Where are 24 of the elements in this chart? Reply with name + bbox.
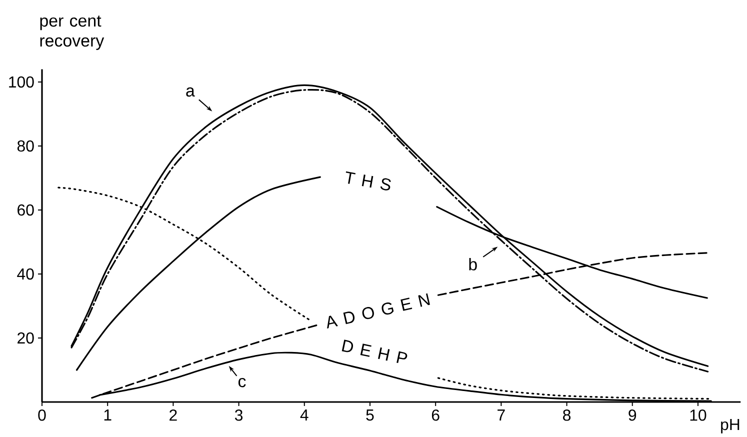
x-tick-label: 7 [498,410,505,420]
text: D E H P [342,340,408,364]
text: T H S [346,171,391,190]
x-tick-label: 10 [690,410,706,421]
x-axis-title: pH [721,419,740,434]
x-tick-label: 2 [170,410,177,421]
x-tick-label: 4 [300,410,308,420]
x-tick-label: 1 [104,410,112,420]
x-tick-label: 6 [432,410,440,421]
annotation: b [469,258,477,270]
y-tick-label: 60 [18,204,34,216]
y-tick-label: 20 [18,332,34,344]
y-tick-label: 100 [9,76,34,88]
y-tick-label: 40 [17,268,34,280]
x-tick-label: 3 [234,410,243,421]
x-tick-label: 9 [628,410,636,421]
x-tick-label: 0 [38,410,46,421]
annotation: a [186,87,195,97]
text: A D O G E N [327,293,430,329]
x-tick-label: 8 [563,410,571,421]
x-tick-label: 5 [366,410,374,421]
y-axis-title: per cent recovery [40,16,104,50]
y-tick-label: 80 [17,140,34,152]
annotation: c [238,378,246,388]
